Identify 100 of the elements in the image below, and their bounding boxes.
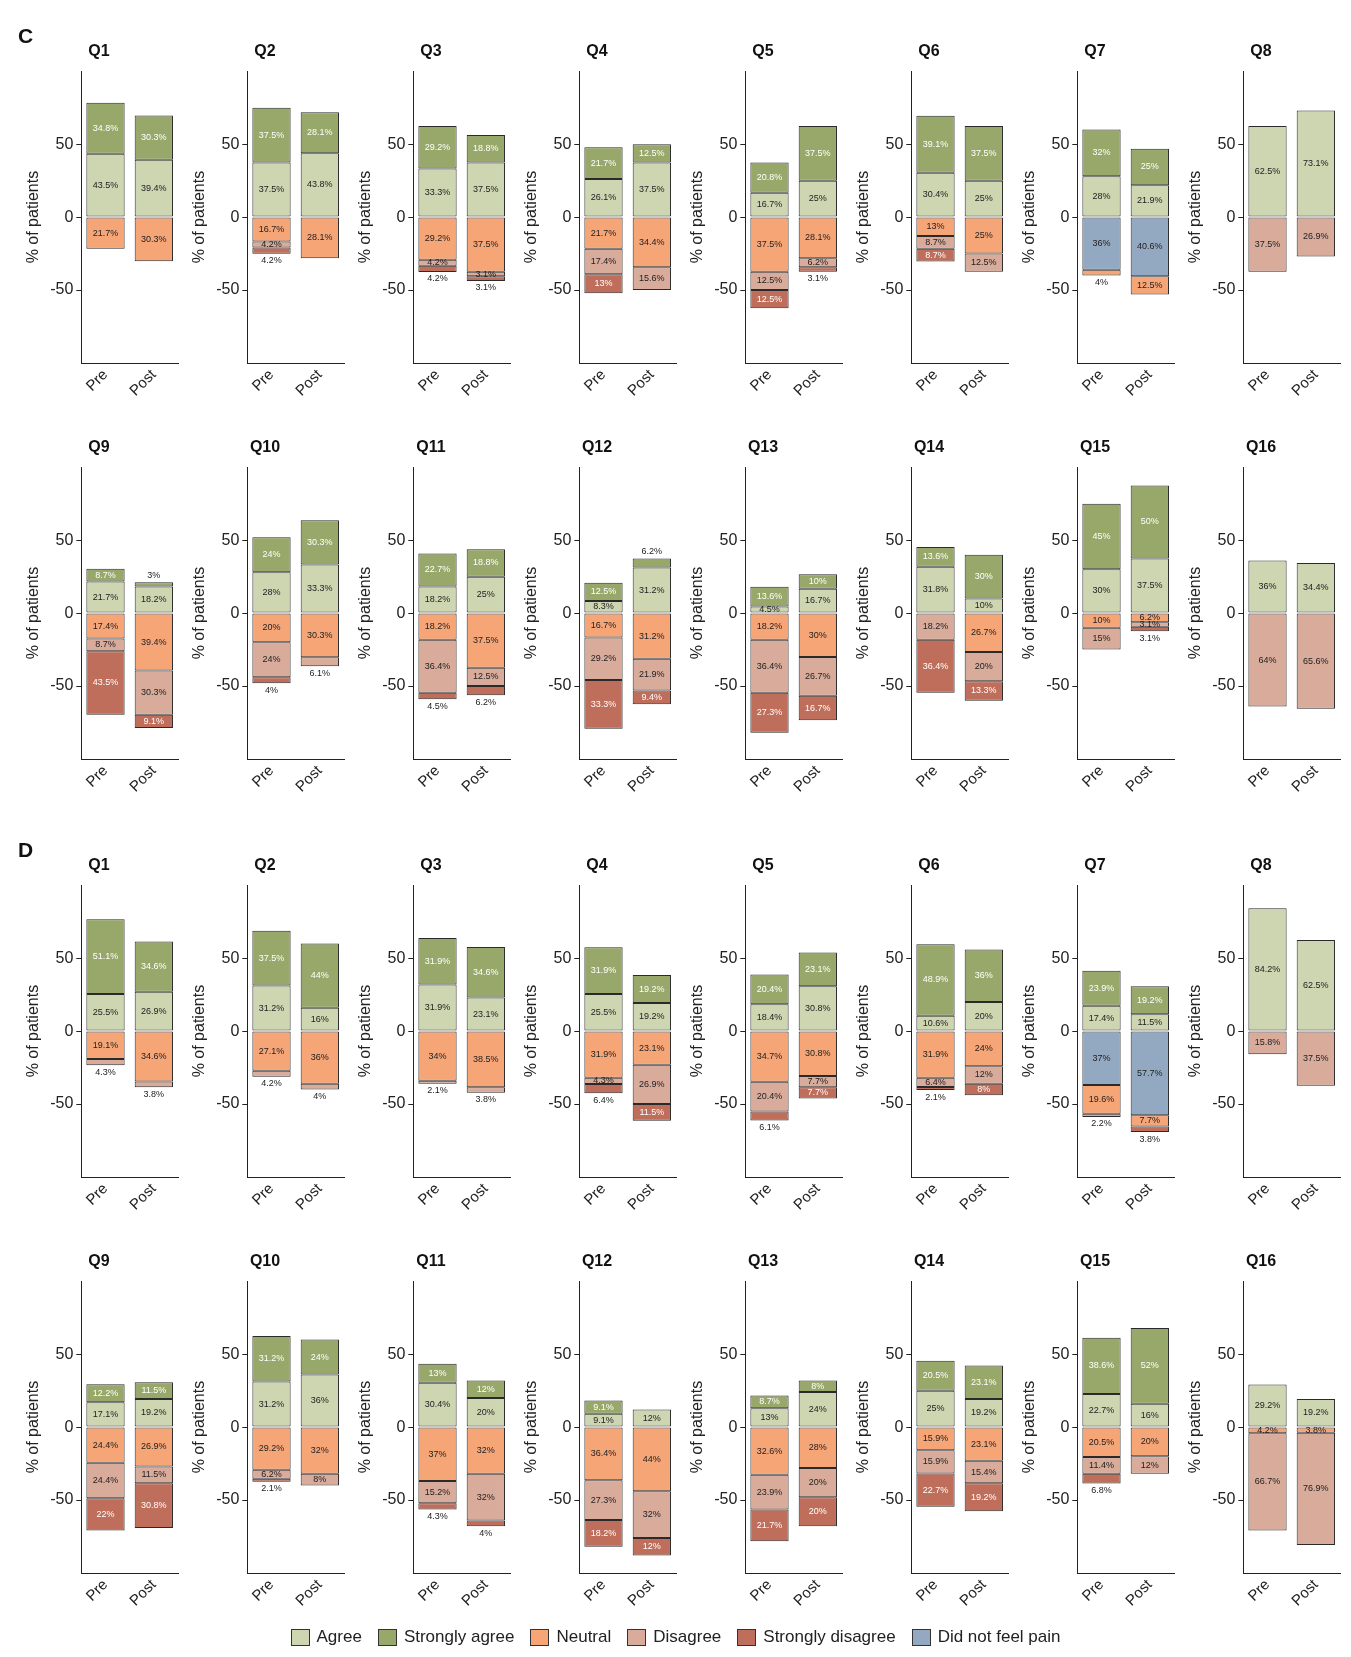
data-label: 11.4% [1089,1459,1114,1470]
data-label: 45% [1092,531,1111,541]
data-label: 36% [310,1052,329,1063]
data-label: 6.1% [759,1121,780,1132]
y-tick-label: 50 [55,530,74,548]
y-axis-title: % of patients [1186,566,1204,660]
data-label: 6.2% [641,546,663,557]
data-label: 37.5% [971,147,997,158]
data-label: 16% [1140,1409,1159,1420]
data-label: 50% [1140,516,1159,527]
y-tick-label: 50 [553,530,572,548]
data-label: 19.2% [971,1407,997,1418]
data-label: 21.7% [590,157,617,168]
chart-title: Q10 [249,438,281,456]
data-label: 28% [1092,190,1111,201]
y-axis-title: % of patients [1020,1380,1038,1474]
x-tick-label: Pre [1244,1179,1273,1208]
data-label: 52% [1140,1360,1159,1371]
data-label: 20% [808,1506,827,1517]
data-label: 29.2% [424,233,451,244]
data-label: 37.5% [473,184,499,194]
y-tick-label: 50 [387,530,406,548]
data-label: 18.2% [424,621,451,632]
data-label: 18.2% [141,594,167,605]
data-label: 8.3% [593,601,614,612]
y-tick-label: -50 [548,676,572,694]
x-tick-label: Pre [912,365,941,394]
x-tick-label: Pre [580,365,609,394]
data-label: 26.1% [590,192,617,203]
y-tick-label: 0 [728,207,738,225]
data-label: 39.4% [141,182,167,193]
data-label: 25% [1140,161,1159,172]
data-label: 37.5% [1254,239,1281,250]
data-label: 34.4% [639,236,665,247]
data-label: 30.4% [922,189,949,200]
x-tick-label: Pre [1078,365,1107,394]
data-label: 30.8% [141,1500,167,1511]
y-tick-label: 0 [562,207,572,225]
y-axis-title: % of patients [24,566,42,660]
data-label: 23.1% [805,963,831,974]
y-tick-label: -50 [880,1490,904,1508]
data-label: 3.8% [1305,1424,1327,1435]
data-label: 76.9% [1303,1483,1329,1494]
y-tick-label: 0 [230,1417,240,1435]
y-tick-label: 0 [728,1021,738,1039]
data-label: 23.1% [971,1438,997,1449]
data-label: 17.4% [92,620,119,631]
chart-title: Q13 [747,438,779,456]
data-label: 27.1% [258,1045,285,1056]
x-tick-label: Pre [82,1575,111,1604]
data-label: 62.5% [1303,979,1329,990]
data-label: 4.2% [261,255,282,266]
data-label: 24% [262,549,281,560]
data-label: 21.9% [639,669,665,680]
y-axis-title: % of patients [1186,1380,1204,1474]
y-tick-label: 50 [55,948,74,966]
data-label: 15.4% [971,1466,997,1477]
data-label: 23.1% [639,1042,665,1053]
data-label: 24% [974,1043,993,1054]
y-axis-title: % of patients [1020,566,1038,660]
data-label: 21.7% [92,227,119,238]
data-label: 2.2% [1091,1118,1112,1129]
data-label: 37.5% [473,635,499,646]
data-label: 31.9% [590,1049,617,1060]
y-tick-label: -50 [382,280,406,298]
data-label: 24% [262,654,281,665]
y-tick-label: -50 [50,1094,74,1112]
x-tick-label: Pre [1078,761,1107,790]
x-tick-label: Pre [912,761,941,790]
data-label: 43.8% [307,179,333,190]
data-label: 7.7% [1139,1115,1161,1126]
data-label: 8.7% [925,236,946,247]
y-axis-title: % of patients [688,1380,706,1474]
y-tick-label: 50 [221,1344,240,1362]
data-label: 8% [811,1380,825,1391]
y-tick-label: -50 [548,1490,572,1508]
x-tick-label: Pre [82,1179,111,1208]
data-label: 15.8% [1254,1037,1281,1048]
data-label: 12% [1140,1459,1159,1470]
text: C [18,24,34,48]
data-label: 34.7% [756,1051,783,1062]
y-tick-label: 50 [55,1344,74,1362]
data-label: 8.7% [95,639,116,650]
data-label: 13% [594,278,613,289]
y-tick-label: -50 [714,1094,738,1112]
y-tick-label: -50 [1212,1094,1236,1112]
y-tick-label: -50 [216,1490,240,1508]
data-label: 34.4% [1303,582,1329,593]
data-label: 37.5% [258,184,285,194]
data-label: 37% [428,1448,447,1459]
data-label: 21.7% [590,227,617,238]
y-axis-title: % of patients [356,984,374,1078]
data-label: 24.4% [92,1439,119,1450]
data-label: 21.7% [92,591,119,602]
chart-title: Q15 [1079,438,1111,456]
data-label: 25% [974,193,993,204]
data-label: 4.3% [593,1075,614,1086]
data-label: 28.1% [805,232,831,243]
chart-title: Q2 [254,856,276,874]
data-label: 39.4% [141,636,167,647]
